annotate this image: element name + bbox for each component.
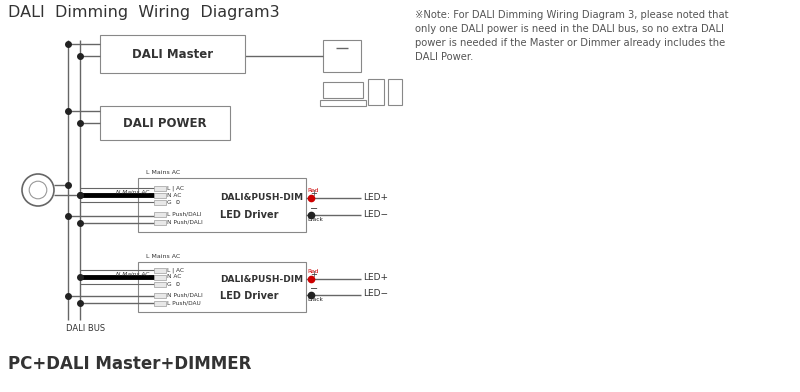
Text: N Push/DALI: N Push/DALI xyxy=(167,220,202,225)
FancyBboxPatch shape xyxy=(154,301,166,305)
Text: L Push/DALI: L Push/DALI xyxy=(167,212,202,216)
FancyBboxPatch shape xyxy=(100,35,245,73)
Text: LED−: LED− xyxy=(363,209,388,218)
FancyBboxPatch shape xyxy=(154,281,166,287)
FancyBboxPatch shape xyxy=(154,274,166,279)
Text: DALI  Dimming  Wiring  Diagram3: DALI Dimming Wiring Diagram3 xyxy=(8,5,280,20)
Circle shape xyxy=(29,181,46,199)
Text: ※Note: For DALI Dimming Wiring Diagram 3, please noted that: ※Note: For DALI Dimming Wiring Diagram 3… xyxy=(415,10,729,20)
Text: DALI POWER: DALI POWER xyxy=(123,116,207,129)
Text: N Mains AC: N Mains AC xyxy=(116,272,150,276)
Text: DALI&PUSH-DIM: DALI&PUSH-DIM xyxy=(220,274,303,283)
FancyBboxPatch shape xyxy=(154,292,166,298)
Text: Red: Red xyxy=(307,269,318,274)
Text: DALI Power.: DALI Power. xyxy=(415,52,474,62)
Text: −: − xyxy=(310,284,318,294)
Text: L Mains AC: L Mains AC xyxy=(146,170,180,175)
FancyBboxPatch shape xyxy=(320,100,366,106)
FancyBboxPatch shape xyxy=(154,185,166,191)
Text: −: − xyxy=(310,204,318,214)
Text: LED+: LED+ xyxy=(363,192,388,201)
Text: Red: Red xyxy=(307,188,318,193)
FancyBboxPatch shape xyxy=(388,79,402,105)
FancyBboxPatch shape xyxy=(154,200,166,205)
Text: G  ⊙: G ⊙ xyxy=(167,281,180,287)
FancyBboxPatch shape xyxy=(154,220,166,225)
Text: only one DALI power is need in the DALI bus, so no extra DALI: only one DALI power is need in the DALI … xyxy=(415,24,724,34)
Text: N Push/DALI: N Push/DALI xyxy=(167,292,202,298)
Text: L | AC: L | AC xyxy=(167,267,184,273)
Text: +: + xyxy=(310,270,317,279)
FancyBboxPatch shape xyxy=(154,267,166,272)
Text: LED Driver: LED Driver xyxy=(220,291,278,301)
Text: DALI&PUSH-DIM: DALI&PUSH-DIM xyxy=(220,192,303,201)
FancyBboxPatch shape xyxy=(368,79,384,105)
Text: LED Driver: LED Driver xyxy=(220,210,278,220)
FancyBboxPatch shape xyxy=(154,212,166,216)
FancyBboxPatch shape xyxy=(154,192,166,198)
Text: DALI Master: DALI Master xyxy=(132,47,213,60)
Text: Black: Black xyxy=(307,297,323,302)
Text: G  ⊙: G ⊙ xyxy=(167,200,180,205)
Text: N Mains AC: N Mains AC xyxy=(116,189,150,194)
FancyBboxPatch shape xyxy=(138,262,306,312)
Text: LED+: LED+ xyxy=(363,274,388,283)
Text: +: + xyxy=(310,189,317,198)
FancyBboxPatch shape xyxy=(138,178,306,232)
Text: power is needed if the Master or Dimmer already includes the: power is needed if the Master or Dimmer … xyxy=(415,38,726,48)
Text: L | AC: L | AC xyxy=(167,185,184,191)
Text: DALI BUS: DALI BUS xyxy=(66,324,105,333)
Text: N AC: N AC xyxy=(167,192,182,198)
Text: LED−: LED− xyxy=(363,290,388,298)
Text: N AC: N AC xyxy=(167,274,182,279)
Circle shape xyxy=(22,174,54,206)
Text: PC+DALI Master+DIMMER: PC+DALI Master+DIMMER xyxy=(8,355,251,373)
FancyBboxPatch shape xyxy=(323,40,361,72)
Text: Black: Black xyxy=(307,217,323,222)
FancyBboxPatch shape xyxy=(323,82,363,98)
Text: L Mains AC: L Mains AC xyxy=(146,254,180,259)
Text: L Push/DAU: L Push/DAU xyxy=(167,301,201,305)
FancyBboxPatch shape xyxy=(100,106,230,140)
FancyBboxPatch shape xyxy=(326,44,358,69)
